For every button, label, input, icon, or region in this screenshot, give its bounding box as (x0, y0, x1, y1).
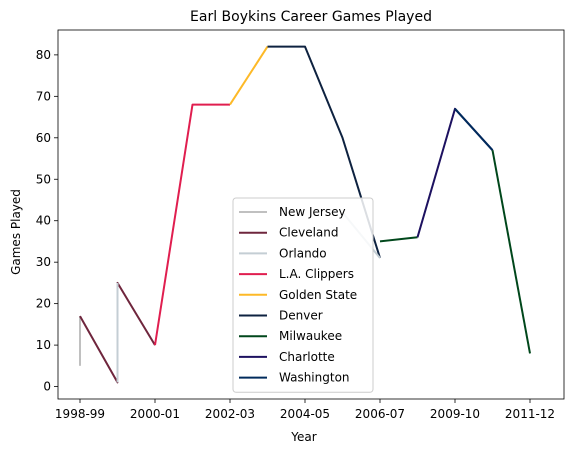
x-tick-label-1: 2000-01 (130, 407, 180, 421)
x-tick-label-3: 2004-05 (280, 407, 330, 421)
legend-label-7: Charlotte (279, 350, 335, 364)
y-tick-label-6: 60 (36, 131, 51, 145)
series-line-8 (454, 108, 494, 151)
y-tick-label-1: 10 (36, 338, 51, 352)
chart-title: Earl Boykins Career Games Played (190, 9, 432, 25)
y-axis-label: Games Played (9, 189, 23, 275)
y-tick-label-4: 40 (36, 214, 51, 228)
legend-label-6: Milwaukee (279, 329, 342, 343)
y-tick-label-3: 30 (36, 255, 51, 269)
x-tick-label-5: 2009-10 (430, 407, 480, 421)
series-layer (79, 45, 531, 384)
y-tick-label-8: 80 (36, 48, 51, 62)
y-tick-label-7: 70 (36, 89, 51, 103)
y-tick-label-5: 50 (36, 172, 51, 186)
x-axis-label: Year (290, 430, 316, 444)
x-tick-label-0: 1998-99 (55, 407, 105, 421)
legend-box (232, 197, 374, 393)
y-tick-label-0: 0 (43, 380, 51, 394)
x-tick-label-6: 2011-12 (505, 407, 555, 421)
series-line-7 (416, 107, 494, 238)
y-tick-label-2: 20 (36, 297, 51, 311)
legend-label-2: Orlando (279, 246, 327, 260)
legend-label-3: L.A. Clippers (279, 267, 354, 281)
y-axis: 0 10 20 30 40 50 60 70 80 (36, 48, 58, 394)
x-tick-label-4: 2006-07 (355, 407, 405, 421)
plot-frame (57, 29, 565, 400)
series-line-3 (154, 103, 230, 346)
x-tick-label-2: 2002-03 (205, 407, 255, 421)
legend-label-5: Denver (279, 309, 323, 323)
legend-label-0: New Jersey (279, 205, 346, 219)
legend: New Jersey Cleveland Orlando L.A. Clippers G… (232, 197, 374, 393)
legend-label-4: Golden State (279, 288, 357, 302)
series-line-6 (379, 236, 418, 243)
series-line-4 (229, 46, 269, 106)
legend-label-8: Washington (279, 371, 350, 385)
x-axis: 1998-99 2000-01 2002-03 2004-05 2006-07 2009-… (55, 399, 555, 421)
series-line-9 (491, 150, 531, 354)
legend-label-1: Cleveland (279, 226, 339, 240)
